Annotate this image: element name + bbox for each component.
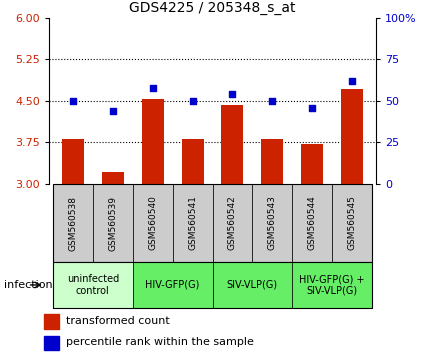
Text: GSM560542: GSM560542 [228, 196, 237, 250]
Bar [221, 105, 244, 184]
Text: GSM560539: GSM560539 [108, 195, 117, 251]
Bar [53, 262, 133, 308]
Text: uninfected
control: uninfected control [67, 274, 119, 296]
Text: transformed count: transformed count [65, 316, 169, 326]
Bar [212, 184, 252, 262]
Bar [62, 139, 84, 184]
Text: GSM560541: GSM560541 [188, 195, 197, 251]
Point [189, 98, 196, 104]
Bar [341, 89, 363, 184]
Point [309, 105, 316, 110]
Bar [133, 184, 173, 262]
Text: percentile rank within the sample: percentile rank within the sample [65, 337, 253, 348]
Point [149, 85, 156, 90]
Title: GDS4225 / 205348_s_at: GDS4225 / 205348_s_at [129, 1, 296, 15]
Text: GSM560540: GSM560540 [148, 195, 157, 251]
Text: HIV-GFP(G) +
SIV-VLP(G): HIV-GFP(G) + SIV-VLP(G) [300, 274, 365, 296]
Bar [44, 314, 59, 329]
Point [69, 98, 76, 104]
Text: GSM560545: GSM560545 [348, 195, 357, 251]
Text: GSM560544: GSM560544 [308, 196, 317, 250]
Bar [301, 144, 323, 184]
Bar [133, 262, 212, 308]
Bar [102, 172, 124, 184]
Point [269, 98, 276, 104]
Bar [181, 139, 204, 184]
Bar [53, 184, 93, 262]
Point [349, 78, 356, 84]
Point [229, 91, 236, 97]
Bar [261, 139, 283, 184]
Bar [173, 184, 212, 262]
Point [109, 108, 116, 114]
Bar [212, 262, 292, 308]
Text: infection: infection [4, 280, 53, 290]
Text: GSM560538: GSM560538 [68, 195, 77, 251]
Bar [44, 336, 59, 350]
Text: HIV-GFP(G): HIV-GFP(G) [145, 280, 200, 290]
Bar [252, 184, 292, 262]
Bar [142, 99, 164, 184]
Text: GSM560543: GSM560543 [268, 195, 277, 251]
Text: SIV-VLP(G): SIV-VLP(G) [227, 280, 278, 290]
Bar [93, 184, 133, 262]
Bar [292, 262, 372, 308]
Bar [292, 184, 332, 262]
Bar [332, 184, 372, 262]
